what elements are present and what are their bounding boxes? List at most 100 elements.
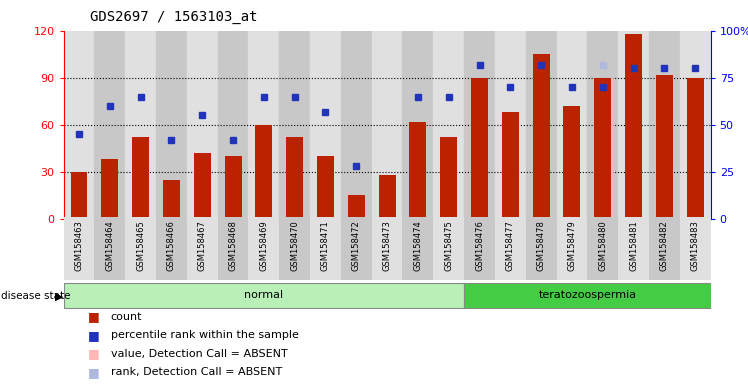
- Text: GSM158471: GSM158471: [321, 220, 330, 271]
- Bar: [101, 159, 118, 219]
- Bar: [441, 137, 457, 219]
- Text: GSM158479: GSM158479: [568, 220, 577, 271]
- FancyBboxPatch shape: [187, 217, 218, 280]
- Bar: [317, 156, 334, 219]
- FancyBboxPatch shape: [372, 217, 402, 280]
- Bar: [187, 31, 218, 219]
- FancyBboxPatch shape: [64, 217, 94, 280]
- FancyBboxPatch shape: [618, 217, 649, 280]
- Text: GSM158475: GSM158475: [444, 220, 453, 271]
- Bar: [464, 31, 495, 219]
- FancyBboxPatch shape: [341, 217, 372, 280]
- Text: GSM158463: GSM158463: [75, 220, 84, 271]
- FancyBboxPatch shape: [402, 217, 433, 280]
- Bar: [526, 31, 557, 219]
- Text: value, Detection Call = ABSENT: value, Detection Call = ABSENT: [111, 349, 287, 359]
- FancyBboxPatch shape: [464, 283, 711, 308]
- Bar: [625, 34, 642, 219]
- FancyBboxPatch shape: [64, 283, 464, 308]
- Bar: [224, 156, 242, 219]
- Bar: [132, 137, 149, 219]
- Bar: [618, 31, 649, 219]
- Bar: [495, 31, 526, 219]
- Bar: [557, 31, 587, 219]
- Bar: [502, 112, 519, 219]
- Text: GSM158482: GSM158482: [660, 220, 669, 271]
- Bar: [595, 78, 611, 219]
- Bar: [687, 78, 704, 219]
- FancyBboxPatch shape: [526, 217, 557, 280]
- Bar: [156, 31, 187, 219]
- Text: GSM158465: GSM158465: [136, 220, 145, 271]
- Text: teratozoospermia: teratozoospermia: [539, 290, 637, 300]
- Bar: [680, 31, 711, 219]
- FancyBboxPatch shape: [557, 217, 587, 280]
- Bar: [471, 78, 488, 219]
- FancyBboxPatch shape: [279, 217, 310, 280]
- Bar: [163, 180, 180, 219]
- Text: GSM158472: GSM158472: [352, 220, 361, 271]
- Bar: [341, 31, 372, 219]
- Bar: [194, 153, 211, 219]
- Text: GDS2697 / 1563103_at: GDS2697 / 1563103_at: [90, 10, 257, 23]
- Text: normal: normal: [245, 290, 283, 300]
- Bar: [125, 31, 156, 219]
- Bar: [563, 106, 580, 219]
- FancyBboxPatch shape: [64, 217, 711, 280]
- Text: GSM158470: GSM158470: [290, 220, 299, 271]
- Bar: [402, 31, 433, 219]
- Bar: [348, 195, 365, 219]
- Bar: [286, 137, 303, 219]
- Text: GSM158466: GSM158466: [167, 220, 176, 271]
- FancyBboxPatch shape: [649, 217, 680, 280]
- Text: ■: ■: [88, 329, 99, 342]
- Text: GSM158478: GSM158478: [536, 220, 545, 271]
- Bar: [533, 54, 550, 219]
- Bar: [218, 31, 248, 219]
- Bar: [378, 175, 396, 219]
- FancyBboxPatch shape: [680, 217, 711, 280]
- Text: GSM158480: GSM158480: [598, 220, 607, 271]
- FancyBboxPatch shape: [433, 217, 464, 280]
- Text: GSM158483: GSM158483: [690, 220, 699, 271]
- Bar: [592, 78, 613, 219]
- Bar: [656, 74, 673, 219]
- Text: GSM158467: GSM158467: [197, 220, 206, 271]
- Bar: [372, 31, 402, 219]
- Text: GSM158476: GSM158476: [475, 220, 484, 271]
- Text: ■: ■: [88, 310, 99, 323]
- FancyBboxPatch shape: [464, 217, 495, 280]
- Text: GSM158468: GSM158468: [229, 220, 238, 271]
- Text: GSM158469: GSM158469: [260, 220, 269, 271]
- FancyBboxPatch shape: [248, 217, 279, 280]
- Bar: [248, 31, 279, 219]
- FancyBboxPatch shape: [495, 217, 526, 280]
- Text: ■: ■: [88, 366, 99, 379]
- Bar: [279, 31, 310, 219]
- Text: GSM158473: GSM158473: [382, 220, 392, 271]
- Text: GSM158474: GSM158474: [414, 220, 423, 271]
- Bar: [587, 31, 618, 219]
- FancyBboxPatch shape: [94, 217, 125, 280]
- Text: percentile rank within the sample: percentile rank within the sample: [111, 330, 298, 340]
- FancyBboxPatch shape: [310, 217, 341, 280]
- Text: GSM158477: GSM158477: [506, 220, 515, 271]
- Text: ■: ■: [88, 347, 99, 360]
- Text: rank, Detection Call = ABSENT: rank, Detection Call = ABSENT: [111, 367, 282, 377]
- FancyBboxPatch shape: [218, 217, 248, 280]
- Bar: [409, 122, 426, 219]
- FancyBboxPatch shape: [587, 217, 618, 280]
- FancyBboxPatch shape: [156, 217, 187, 280]
- Bar: [64, 31, 94, 219]
- Text: disease state: disease state: [1, 291, 73, 301]
- FancyBboxPatch shape: [125, 217, 156, 280]
- Text: GSM158481: GSM158481: [629, 220, 638, 271]
- Bar: [649, 31, 680, 219]
- Bar: [94, 31, 125, 219]
- Bar: [310, 31, 341, 219]
- Text: GSM158464: GSM158464: [105, 220, 114, 271]
- Bar: [255, 125, 272, 219]
- Bar: [433, 31, 464, 219]
- Text: count: count: [111, 312, 142, 322]
- Text: ▶: ▶: [55, 291, 63, 301]
